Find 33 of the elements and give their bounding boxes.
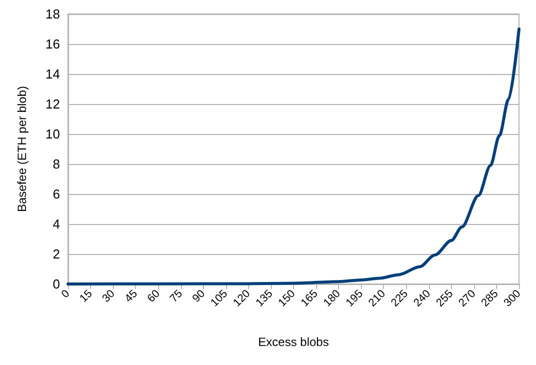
y-tick-label: 8: [52, 156, 60, 172]
y-tick-label: 12: [46, 96, 60, 112]
x-tick-label: 30: [100, 288, 118, 305]
y-axis-title: Basefee (ETH per blob): [15, 86, 29, 212]
x-tick-label: 135: [254, 288, 276, 310]
x-tick-label: 225: [389, 288, 410, 310]
y-tick-label: 6: [52, 186, 60, 202]
x-tick-label: 165: [298, 288, 320, 310]
y-tick-label: 14: [46, 66, 60, 82]
x-tick-label: 195: [344, 288, 366, 310]
x-tick-label: 300: [502, 288, 524, 310]
y-tick-label: 16: [46, 36, 60, 52]
x-tick-label: 150: [276, 288, 298, 310]
x-tick-label: 75: [168, 288, 185, 305]
x-tick-label: 180: [321, 288, 343, 310]
x-tick-label: 120: [231, 288, 253, 310]
x-tick-label: 15: [78, 288, 95, 305]
x-tick-label: 255: [434, 288, 456, 310]
y-tick-label: 2: [52, 246, 60, 262]
x-axis-title: Excess blobs: [258, 335, 329, 349]
y-tick-label: 18: [46, 6, 60, 22]
x-tick-label: 210: [366, 288, 388, 310]
x-tick-label: 45: [122, 288, 140, 305]
y-tick-label: 0: [52, 276, 60, 292]
x-tick-label: 90: [190, 288, 208, 305]
x-tick-label: 285: [479, 288, 501, 310]
x-tick-label: 240: [412, 288, 434, 310]
y-tick-label: 10: [46, 126, 60, 142]
x-tick-label: 105: [208, 288, 230, 310]
y-tick-label: 4: [52, 216, 60, 232]
line-series: [66, 28, 520, 286]
x-tick-label: 60: [145, 288, 162, 305]
x-tick-label: 270: [456, 288, 478, 310]
